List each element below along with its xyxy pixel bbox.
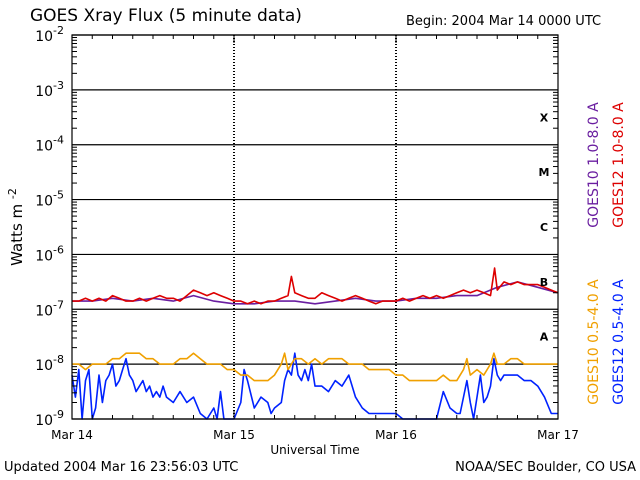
grid-layer bbox=[72, 34, 558, 420]
series-layer bbox=[71, 267, 559, 420]
x-tick-label: Mar 15 bbox=[213, 428, 255, 442]
x-tick-label: Mar 17 bbox=[537, 428, 579, 442]
legend-entry: GOES10 1.0-8.0 A bbox=[586, 102, 602, 228]
y-tick-label: 10-3 bbox=[35, 79, 64, 100]
x-tick-label: Mar 14 bbox=[51, 428, 93, 442]
flare-class-label: X bbox=[540, 111, 549, 124]
y-tick-label: 10-7 bbox=[35, 298, 64, 319]
y-tick-label: 10-9 bbox=[35, 408, 64, 429]
y-tick-label: 10-4 bbox=[35, 134, 64, 155]
y-tick-label: 10-6 bbox=[35, 243, 64, 264]
flare-class-label: B bbox=[540, 276, 548, 289]
flare-class-label: A bbox=[540, 331, 549, 344]
series-line bbox=[72, 267, 559, 305]
credit-text: NOAA/SEC Boulder, CO USA bbox=[455, 460, 636, 475]
plot-frame bbox=[71, 34, 559, 420]
axis-layer bbox=[71, 35, 559, 419]
y-tick-label: 10-5 bbox=[35, 189, 64, 210]
legend-entry: GOES12 0.5-4.0 A bbox=[611, 279, 627, 405]
updated-timestamp: Updated 2004 Mar 16 23:56:03 UTC bbox=[4, 460, 239, 475]
y-axis-label: Watts m -2 bbox=[6, 188, 26, 266]
x-tick-label: Mar 16 bbox=[375, 428, 417, 442]
flare-class-label: M bbox=[539, 166, 550, 179]
flare-class-label: C bbox=[540, 221, 548, 234]
legend-entry: GOES12 1.0-8.0 A bbox=[611, 102, 627, 228]
x-axis-label: Universal Time bbox=[270, 443, 359, 457]
series-line bbox=[72, 352, 558, 382]
begin-timestamp: Begin: 2004 Mar 14 0000 UTC bbox=[406, 14, 602, 29]
chart-title: GOES Xray Flux (5 minute data) bbox=[30, 6, 302, 26]
y-tick-label: 10-2 bbox=[35, 24, 64, 45]
series-line bbox=[71, 352, 558, 420]
legend-entry: GOES10 0.5-4.0 A bbox=[586, 279, 602, 405]
y-tick-label: 10-8 bbox=[35, 353, 64, 374]
